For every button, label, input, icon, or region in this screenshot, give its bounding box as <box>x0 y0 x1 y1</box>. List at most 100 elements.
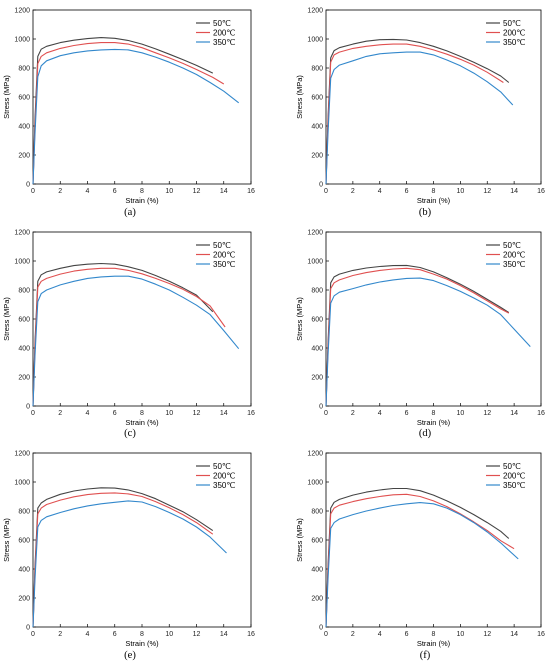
x-tick-label: 12 <box>193 188 201 195</box>
x-tick-label: 2 <box>351 631 355 638</box>
y-axis-title: Stress (MPa) <box>295 75 304 119</box>
x-tick-label: 10 <box>456 188 464 195</box>
series-line <box>32 37 214 185</box>
x-tick-label: 6 <box>405 410 409 417</box>
series-line <box>32 42 225 185</box>
x-tick-label: 14 <box>510 188 518 195</box>
x-tick-label: 0 <box>324 188 328 195</box>
legend-label: 350℃ <box>503 38 525 47</box>
y-tick-label: 800 <box>18 288 30 295</box>
legend-label: 350℃ <box>213 260 235 269</box>
legend-label: 50℃ <box>213 462 231 471</box>
x-axis-title: Strain (%) <box>125 639 159 648</box>
legend-label: 50℃ <box>503 19 521 28</box>
legend-label: 350℃ <box>213 38 235 47</box>
y-tick-label: 1000 <box>14 259 30 266</box>
x-axis-title: Strain (%) <box>417 639 451 648</box>
x-tick-label: 0 <box>324 410 328 417</box>
x-tick-label: 4 <box>378 631 382 638</box>
chart-panel: 0 2 4 6 8 10 12 14 16 0 200 400 600 800 1000 1200 Strain… <box>295 451 545 662</box>
y-tick-label: 1200 <box>14 451 30 458</box>
series-line <box>325 38 510 185</box>
series-line <box>32 500 227 628</box>
x-tick-label: 12 <box>193 631 201 638</box>
series-line <box>325 264 510 407</box>
chart-panel: 0 2 4 6 8 10 12 14 16 0 200 400 600 800 1000 1200 Strain… <box>2 8 255 219</box>
x-tick-label: 6 <box>113 410 117 417</box>
x-tick-label: 4 <box>86 410 90 417</box>
x-tick-label: 14 <box>220 631 228 638</box>
y-tick-label: 200 <box>311 153 323 160</box>
x-tick-label: 0 <box>31 631 35 638</box>
x-tick-label: 8 <box>140 631 144 638</box>
y-tick-label: 1200 <box>14 8 30 15</box>
y-tick-label: 1000 <box>307 259 323 266</box>
y-tick-label: 1000 <box>307 480 323 487</box>
y-tick-label: 400 <box>18 346 30 353</box>
x-tick-label: 4 <box>378 410 382 417</box>
y-tick-label: 1200 <box>14 230 30 237</box>
y-tick-label: 0 <box>319 625 323 632</box>
x-tick-label: 10 <box>456 631 464 638</box>
series-line <box>32 262 214 407</box>
y-tick-label: 800 <box>311 288 323 295</box>
x-tick-label: 12 <box>483 410 491 417</box>
y-tick-label: 400 <box>18 124 30 131</box>
x-tick-label: 14 <box>220 410 228 417</box>
legend-label: 350℃ <box>213 481 235 490</box>
series-line <box>32 275 240 407</box>
series-line <box>32 492 214 628</box>
x-tick-label: 2 <box>351 188 355 195</box>
y-tick-label: 200 <box>18 375 30 382</box>
y-tick-label: 200 <box>311 375 323 382</box>
x-axis-title: Strain (%) <box>417 196 451 205</box>
series-line <box>325 493 515 628</box>
legend-label: 50℃ <box>503 241 521 250</box>
panel-caption: (e) <box>124 650 136 661</box>
y-tick-label: 600 <box>18 317 30 324</box>
y-tick-label: 200 <box>18 153 30 160</box>
legend-label: 350℃ <box>503 481 525 490</box>
x-tick-label: 14 <box>220 188 228 195</box>
chart-panel: 0 2 4 6 8 10 12 14 16 0 200 400 600 800 1000 1200 Strain… <box>295 8 545 219</box>
x-tick-label: 8 <box>140 410 144 417</box>
y-axis-title: Stress (MPa) <box>2 75 11 119</box>
x-tick-label: 0 <box>31 188 35 195</box>
x-tick-label: 2 <box>58 631 62 638</box>
x-tick-label: 4 <box>86 188 90 195</box>
x-tick-label: 16 <box>247 631 255 638</box>
series-line <box>325 51 514 185</box>
series-line <box>325 43 504 185</box>
series-line <box>32 48 240 185</box>
y-tick-label: 1200 <box>307 451 323 458</box>
series-line <box>32 267 226 407</box>
x-axis-title: Strain (%) <box>125 196 159 205</box>
series-line <box>325 487 510 628</box>
y-tick-label: 600 <box>311 538 323 545</box>
chart-panel: 0 2 4 6 8 10 12 14 16 0 200 400 600 800 1000 1200 Strain… <box>2 230 255 440</box>
x-tick-label: 16 <box>247 188 255 195</box>
x-tick-label: 0 <box>324 631 328 638</box>
y-tick-label: 0 <box>26 182 30 189</box>
chart-panel: 0 2 4 6 8 10 12 14 16 0 200 400 600 800 1000 1200 Strain… <box>2 451 255 662</box>
x-axis-title: Strain (%) <box>417 418 451 427</box>
x-tick-label: 16 <box>537 410 545 417</box>
y-tick-label: 200 <box>18 596 30 603</box>
x-tick-label: 6 <box>113 188 117 195</box>
legend-label: 200℃ <box>213 29 235 38</box>
x-tick-label: 10 <box>165 631 173 638</box>
y-tick-label: 800 <box>18 509 30 516</box>
y-tick-label: 600 <box>18 95 30 102</box>
legend-label: 50℃ <box>213 19 231 28</box>
legend-label: 50℃ <box>503 462 521 471</box>
y-tick-label: 600 <box>311 95 323 102</box>
legend-label: 200℃ <box>213 472 235 481</box>
x-tick-label: 8 <box>432 188 436 195</box>
x-tick-label: 2 <box>351 410 355 417</box>
panel-caption: (d) <box>419 428 432 439</box>
x-tick-label: 16 <box>247 410 255 417</box>
legend-label: 200℃ <box>213 251 235 260</box>
y-tick-label: 1200 <box>307 230 323 237</box>
legend-label: 350℃ <box>503 260 525 269</box>
x-tick-label: 2 <box>58 188 62 195</box>
